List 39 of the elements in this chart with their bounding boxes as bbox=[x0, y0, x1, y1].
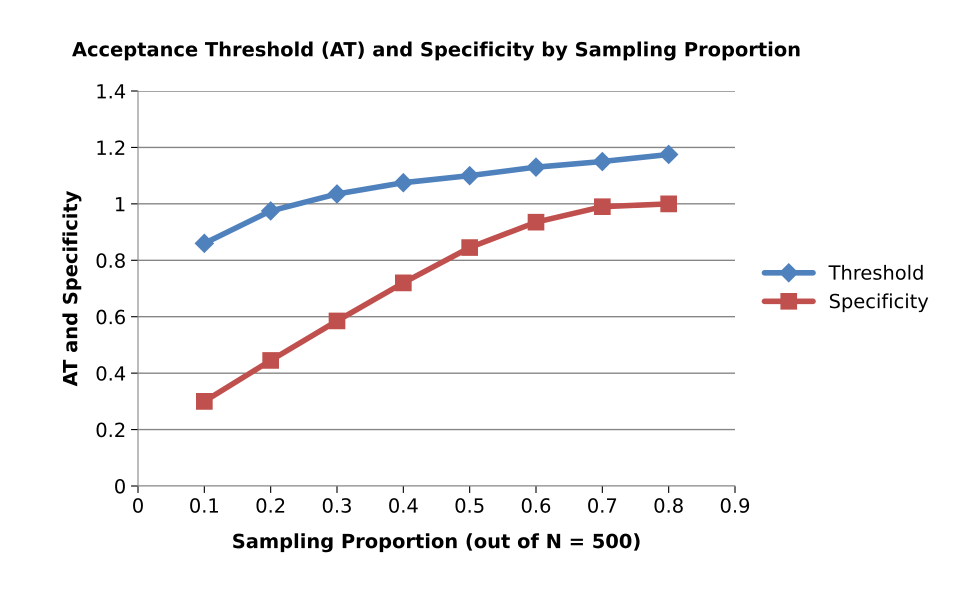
y-tick-label: 0.4 bbox=[96, 366, 126, 381]
point bbox=[594, 198, 611, 216]
point bbox=[460, 166, 480, 186]
x-tick-label: 0.2 bbox=[256, 498, 284, 513]
x-tick-label: 0.5 bbox=[455, 498, 484, 513]
point bbox=[395, 274, 412, 292]
point bbox=[592, 152, 612, 172]
point bbox=[660, 196, 677, 212]
x-axis-title: Sampling Proportion (out of N = 500) bbox=[233, 533, 640, 552]
point bbox=[461, 239, 478, 256]
y-tick-label: 1.4 bbox=[97, 84, 126, 98]
point bbox=[196, 393, 213, 410]
point bbox=[394, 173, 413, 192]
point bbox=[194, 234, 214, 253]
point bbox=[328, 312, 346, 330]
y-tick-label: 0 bbox=[115, 478, 125, 494]
x-tick-label: 0.1 bbox=[190, 498, 218, 513]
x-tick-label: 0.4 bbox=[389, 498, 418, 513]
y-tick-label: 0.6 bbox=[96, 310, 125, 324]
legend-label: Threshold bbox=[828, 264, 923, 280]
point bbox=[262, 352, 279, 369]
x-tick-label: 0.9 bbox=[720, 498, 750, 513]
x-tick-label: 0.7 bbox=[588, 498, 616, 513]
point bbox=[261, 201, 280, 220]
x-tick-label: 0.6 bbox=[522, 498, 550, 513]
point bbox=[528, 214, 544, 231]
x-tick-label: 0 bbox=[133, 498, 143, 513]
x-tick-label: 0.3 bbox=[322, 498, 351, 513]
point bbox=[526, 158, 546, 177]
x-tick-label: 0.8 bbox=[654, 498, 683, 513]
y-axis-title: AT and Specificity bbox=[62, 190, 82, 386]
y-tick-label: 0.2 bbox=[96, 422, 124, 438]
point bbox=[327, 184, 347, 204]
chart-title: Acceptance Threshold (AT) and Specificity by Sampling Proportion bbox=[72, 42, 800, 60]
y-tick-label: 1.2 bbox=[97, 140, 124, 155]
y-tick-label: 1 bbox=[116, 197, 124, 212]
legend-label: Specificity bbox=[830, 293, 928, 312]
point bbox=[659, 144, 678, 164]
y-tick-label: 0.8 bbox=[96, 253, 125, 268]
